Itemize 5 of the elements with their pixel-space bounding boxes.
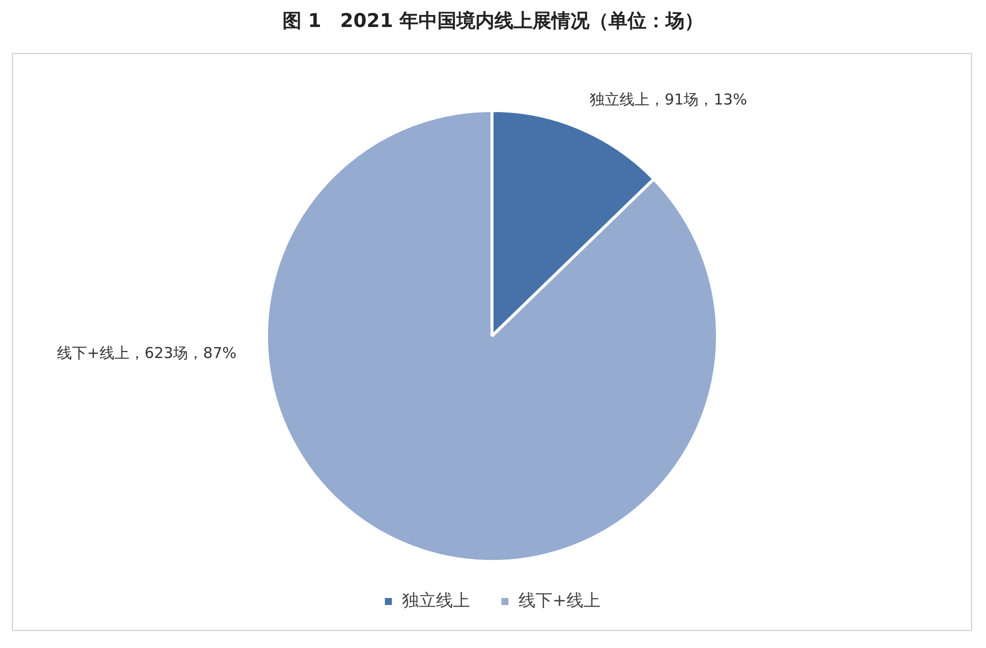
legend-label: 独立线上 bbox=[402, 590, 470, 611]
data-label: 线下+线上，623场，87% bbox=[56, 344, 236, 362]
data-label: 独立线上，91场，13% bbox=[590, 90, 748, 108]
legend-label: 线下+线上 bbox=[518, 590, 601, 611]
chart-title: 图 1 2021 年中国境内线上展情况（单位：场） bbox=[281, 9, 705, 34]
